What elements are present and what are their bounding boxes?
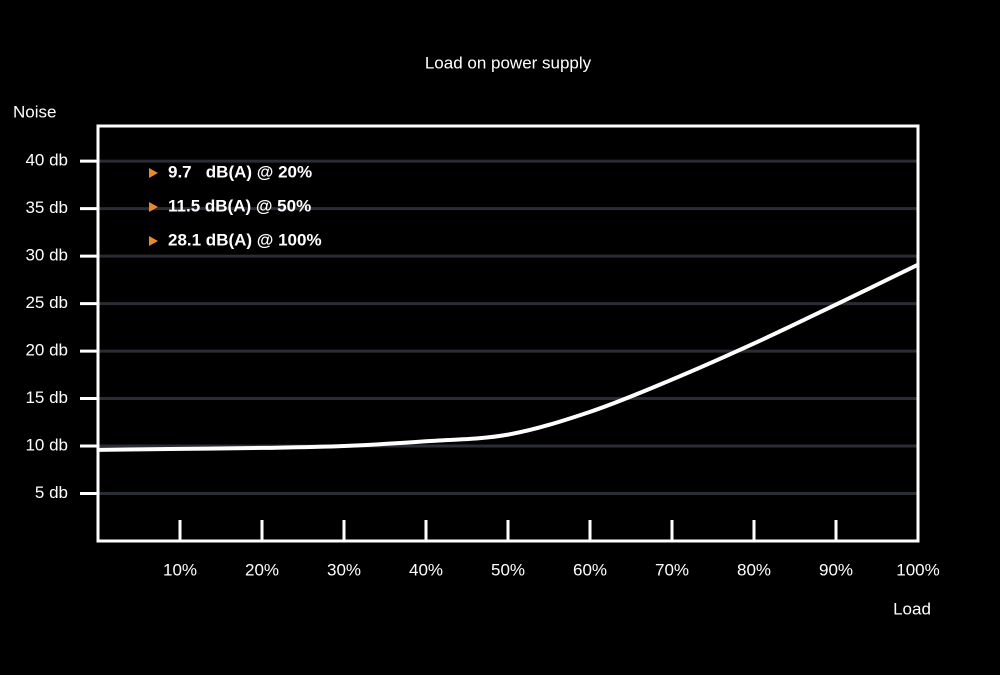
x-tick-label: 50% <box>491 560 525 579</box>
x-tick-label: 70% <box>655 560 689 579</box>
chart-title: Load on power supply <box>425 53 592 72</box>
annotation-marker <box>149 202 158 212</box>
y-tick-label: 10 db <box>25 436 68 455</box>
x-tick-label: 90% <box>819 560 853 579</box>
y-tick-label: 25 db <box>25 293 68 312</box>
x-tick-label: 10% <box>163 560 197 579</box>
annotation-marker <box>149 168 158 178</box>
x-axis-label: Load <box>893 599 931 618</box>
annotation-marker <box>149 236 158 246</box>
x-tick-label: 80% <box>737 560 771 579</box>
annotation: 9.7 dB(A) @ 20% <box>168 162 312 181</box>
y-tick-label: 30 db <box>25 246 68 265</box>
x-tick-label: 100% <box>896 560 939 579</box>
y-tick-label: 5 db <box>35 483 68 502</box>
y-axis-label: Noise <box>13 102 56 121</box>
x-tick-label: 20% <box>245 560 279 579</box>
x-tick-label: 30% <box>327 560 361 579</box>
annotation: 28.1 dB(A) @ 100% <box>168 230 322 249</box>
y-tick-label: 20 db <box>25 341 68 360</box>
annotation: 11.5 dB(A) @ 50% <box>168 196 311 215</box>
x-tick-label: 40% <box>409 560 443 579</box>
x-tick-label: 60% <box>573 560 607 579</box>
plot-frame <box>96 124 920 543</box>
y-tick-label: 40 db <box>25 151 68 170</box>
noise-curve <box>97 262 919 452</box>
y-tick-label: 35 db <box>25 198 68 217</box>
y-tick-label: 15 db <box>25 388 68 407</box>
